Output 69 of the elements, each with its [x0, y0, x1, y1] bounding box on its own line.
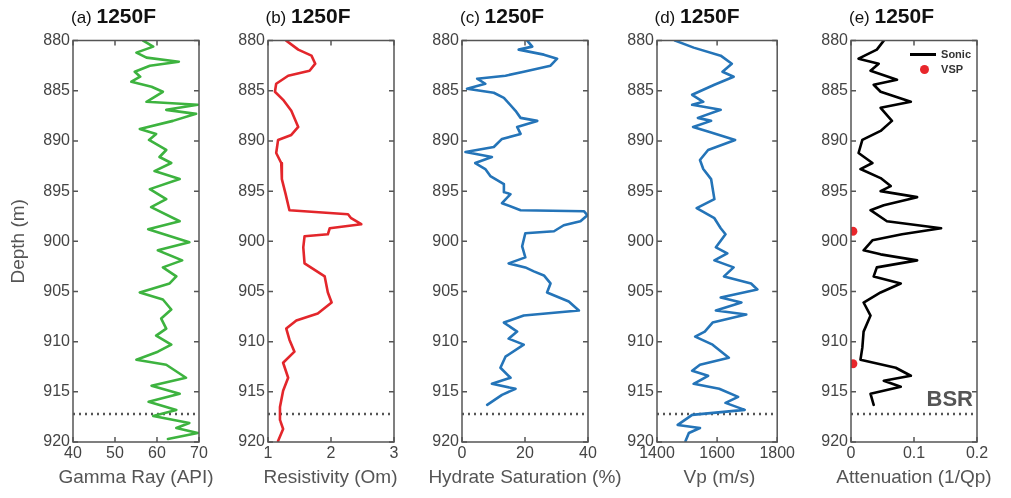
x-axis-title: Resistivity (Om)	[263, 466, 398, 488]
y-tick-label: 880	[43, 31, 71, 49]
y-tick-label: 880	[821, 31, 849, 49]
y-tick-label: 910	[626, 332, 654, 350]
chart-title: (e) 1250F	[849, 4, 935, 28]
y-tick-label: 915	[237, 382, 265, 400]
chart-title: (a) 1250F	[71, 4, 157, 28]
y-tick-label: 910	[237, 332, 265, 350]
y-tick-label: 880	[432, 31, 460, 49]
x-tick-label: 40	[579, 444, 597, 462]
y-tick-label: 900	[237, 231, 265, 249]
x-axis-title: Vp (m/s)	[683, 466, 756, 488]
y-tick-label: 890	[432, 131, 460, 149]
y-tick-label: 915	[626, 382, 654, 400]
y-tick-label: 885	[43, 81, 71, 99]
y-tick-label: 900	[821, 231, 849, 249]
x-tick-label: 2	[326, 444, 336, 462]
x-tick-label: 20	[516, 444, 534, 462]
y-tick-label: 905	[821, 281, 849, 299]
y-tick-label: 895	[626, 181, 654, 199]
y-tick-label: 915	[821, 382, 849, 400]
y-tick-label: 885	[821, 81, 849, 99]
x-tick-label: 0	[457, 444, 467, 462]
x-tick-label: 60	[148, 444, 166, 462]
x-tick-label: 3	[389, 444, 399, 462]
x-tick-label: 1	[263, 444, 273, 462]
x-tick-label: 1600	[698, 444, 735, 462]
y-tick-label: 905	[432, 281, 460, 299]
y-tick-label: 910	[432, 332, 460, 350]
chart-title: (c) 1250F	[460, 4, 545, 28]
y-tick-label: 905	[43, 281, 71, 299]
y-tick-label: 895	[43, 181, 71, 199]
y-tick-label: 895	[821, 181, 849, 199]
y-tick-label: 910	[821, 332, 849, 350]
chart-title: (d) 1250F	[654, 4, 740, 28]
y-tick-label: 905	[237, 281, 265, 299]
y-tick-label: 885	[626, 81, 654, 99]
x-tick-label: 1800	[758, 444, 795, 462]
x-tick-label: 0.1	[902, 444, 926, 462]
x-axis-title: Attenuation (1/Qp)	[836, 466, 992, 488]
y-tick-label: 890	[43, 131, 71, 149]
x-tick-label: 70	[190, 444, 208, 462]
y-tick-label: 885	[432, 81, 460, 99]
y-tick-label: 885	[237, 81, 265, 99]
y-tick-label: 900	[43, 231, 71, 249]
y-tick-label: 890	[821, 131, 849, 149]
ref-line-label: BSR	[926, 385, 974, 411]
legend-label: Sonic	[941, 48, 971, 61]
y-tick-label: 900	[432, 231, 460, 249]
y-tick-label: 890	[237, 131, 265, 149]
chart-title: (b) 1250F	[265, 4, 351, 28]
y-tick-label: 910	[43, 332, 71, 350]
y-tick-label: 915	[432, 382, 460, 400]
y-tick-label: 895	[237, 181, 265, 199]
x-tick-label: 50	[106, 444, 124, 462]
x-axis-title: Gamma Ray (API)	[58, 466, 214, 488]
y-tick-label: 880	[237, 31, 265, 49]
y-tick-label: 900	[626, 231, 654, 249]
y-tick-label: 890	[626, 131, 654, 149]
y-tick-label: 915	[43, 382, 71, 400]
y-tick-label: 920	[237, 432, 265, 450]
y-tick-label: 895	[432, 181, 460, 199]
y-tick-label: 905	[626, 281, 654, 299]
x-tick-label: 0	[846, 444, 856, 462]
y-axis-title: Depth (m)	[6, 199, 28, 284]
y-tick-label: 880	[626, 31, 654, 49]
legend-label: VSP	[941, 63, 964, 76]
x-tick-label: 0.2	[965, 444, 989, 462]
x-axis-title: Hydrate Saturation (%)	[428, 466, 622, 488]
